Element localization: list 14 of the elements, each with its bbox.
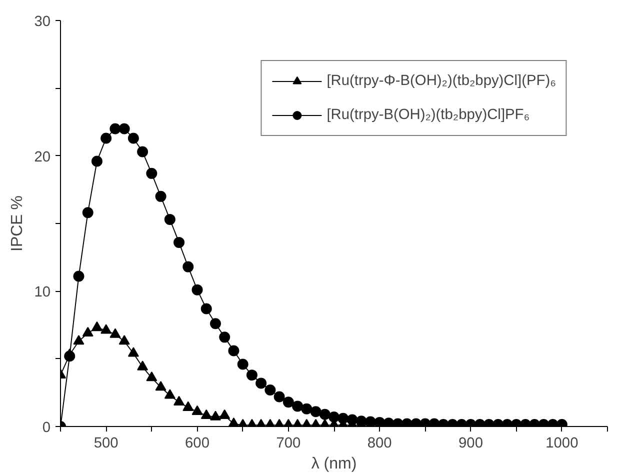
x-tick-label: 900: [458, 436, 483, 452]
y-axis-title: IPCE %: [9, 195, 26, 252]
legend-label: [Ru(trpy-Φ-B(OH)₂)(tb₂bpy)Cl](PF)₆: [326, 73, 556, 89]
y-tick-label: 20: [34, 149, 51, 166]
x-tick-label: 1000: [546, 436, 578, 452]
x-tick-label: 700: [276, 436, 301, 452]
x-tick-label: 500: [94, 436, 118, 452]
legend-label: [Ru(trpy-B(OH)₂)(tb₂bpy)Cl]PF₆: [326, 107, 530, 123]
y-tick-label: 30: [34, 14, 51, 30]
y-tick-label: 10: [34, 284, 51, 301]
x-tick-label: 800: [367, 436, 392, 452]
x-tick-label: 600: [185, 436, 210, 452]
y-tick-label: 0: [42, 420, 51, 436]
x-axis-title: λ (nm): [311, 456, 357, 472]
